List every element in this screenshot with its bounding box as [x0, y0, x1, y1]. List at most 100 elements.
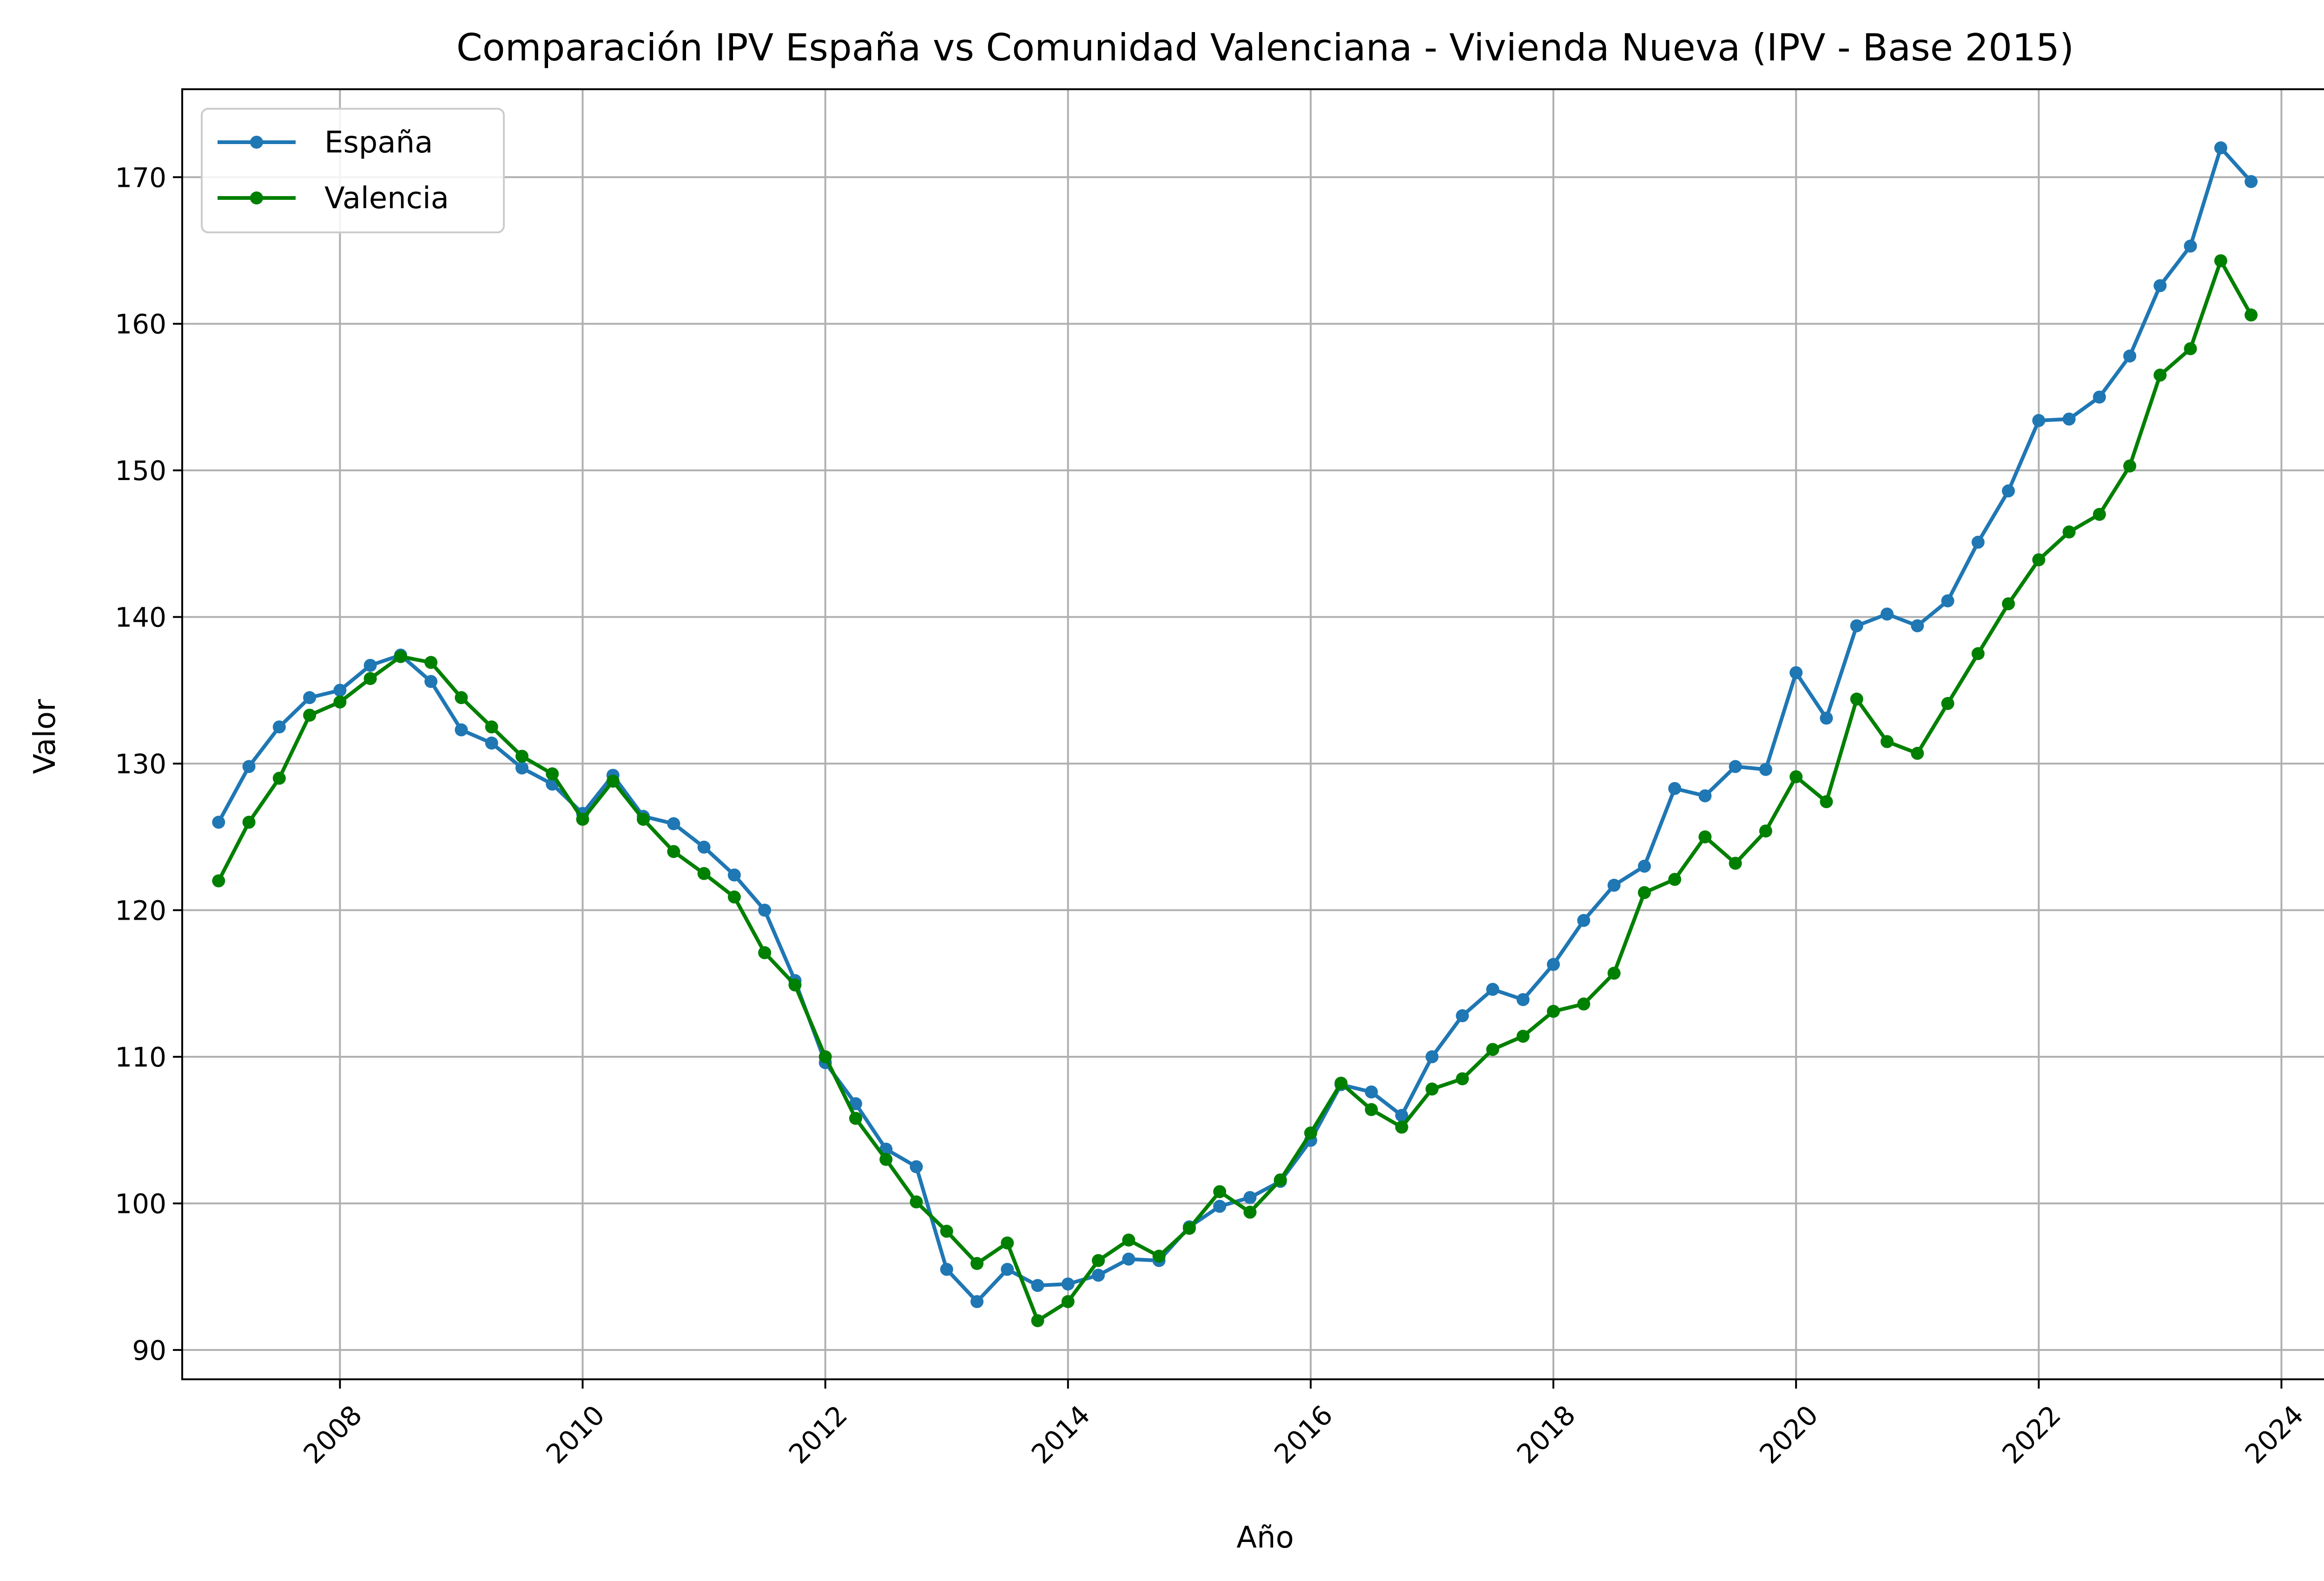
data-point — [1698, 789, 1712, 803]
legend-box — [201, 108, 505, 233]
data-point — [1547, 958, 1560, 971]
y-tick-label: 170 — [115, 162, 166, 193]
data-point — [910, 1195, 923, 1209]
data-point — [849, 1097, 862, 1110]
y-tick-label: 120 — [115, 895, 166, 927]
data-point — [758, 903, 772, 917]
data-point — [2123, 349, 2137, 363]
y-axis: 90 100 110 120 130 140 150 160 170 — [115, 162, 182, 1366]
data-point — [1031, 1279, 1044, 1292]
data-point — [1061, 1277, 1075, 1291]
grid-lines — [182, 89, 2324, 1379]
data-point — [697, 840, 711, 854]
data-point — [1850, 619, 1863, 632]
data-point — [2184, 239, 2197, 253]
data-point — [2062, 412, 2076, 426]
data-point — [1911, 747, 1924, 760]
data-point — [1334, 1076, 1348, 1090]
data-point — [515, 761, 528, 775]
data-point — [2093, 507, 2106, 521]
data-point — [1425, 1082, 1439, 1096]
series-espana — [212, 141, 2258, 1308]
data-point — [1637, 886, 1651, 899]
data-point — [940, 1225, 953, 1238]
data-point — [819, 1050, 832, 1063]
data-point — [576, 812, 589, 826]
data-point — [2214, 141, 2227, 155]
legend-marker — [250, 136, 263, 149]
data-point — [1274, 1173, 1287, 1186]
data-point — [1031, 1314, 1044, 1327]
data-point — [333, 684, 347, 697]
data-point — [1577, 914, 1591, 927]
data-point — [637, 812, 650, 826]
data-point — [424, 675, 438, 688]
data-point — [727, 890, 741, 904]
data-point — [606, 774, 620, 788]
data-point — [394, 650, 407, 663]
data-point — [1850, 692, 1863, 706]
data-point — [1820, 711, 1833, 725]
data-point — [1789, 770, 1803, 784]
data-point — [1365, 1085, 1378, 1099]
data-point — [424, 656, 438, 669]
data-point — [272, 720, 286, 734]
data-point — [1213, 1185, 1227, 1199]
y-axis-label: Valor — [28, 699, 62, 774]
data-point — [1698, 830, 1712, 843]
data-point — [1425, 1050, 1439, 1063]
data-point — [485, 720, 498, 734]
data-point — [242, 816, 256, 829]
data-point — [546, 767, 559, 781]
data-point — [910, 1160, 923, 1173]
data-point — [1092, 1254, 1105, 1267]
data-point — [2062, 525, 2076, 539]
data-point — [1516, 1029, 1530, 1043]
legend-label: España — [324, 125, 433, 160]
data-point — [849, 1112, 862, 1125]
data-point — [1486, 982, 1499, 996]
data-point — [1061, 1295, 1075, 1308]
data-point — [303, 708, 317, 722]
chart-title: Comparación IPV España vs Comunidad Vale… — [456, 26, 2074, 69]
y-tick-label: 130 — [115, 748, 166, 780]
data-point — [1456, 1072, 1469, 1086]
data-point — [1395, 1120, 1408, 1134]
data-point — [2032, 553, 2046, 567]
data-point — [1668, 873, 1682, 886]
data-point — [1213, 1199, 1227, 1213]
data-point — [2245, 308, 2258, 322]
data-point — [303, 691, 317, 705]
y-tick-label: 110 — [115, 1041, 166, 1073]
data-point — [940, 1263, 953, 1276]
data-point — [1456, 1009, 1469, 1022]
legend-label: Valencia — [324, 181, 449, 216]
data-point — [1516, 993, 1530, 1006]
data-point — [1668, 782, 1682, 795]
data-point — [1880, 607, 1894, 621]
data-point — [1122, 1252, 1136, 1266]
data-point — [727, 868, 741, 882]
series-valencia — [212, 254, 2258, 1327]
data-point — [667, 817, 680, 830]
data-point — [758, 946, 772, 960]
x-axis-label: Año — [1236, 1521, 1294, 1555]
data-point — [242, 760, 256, 773]
data-point — [2153, 369, 2167, 382]
data-point — [970, 1295, 984, 1308]
data-point — [1243, 1191, 1257, 1204]
legend-marker — [250, 191, 263, 204]
data-point — [212, 816, 225, 829]
data-point — [1729, 856, 1742, 870]
data-point — [272, 771, 286, 785]
data-point — [2093, 390, 2106, 404]
data-point — [667, 845, 680, 858]
data-point — [1001, 1263, 1014, 1276]
series-layer — [212, 141, 2258, 1327]
data-point — [1577, 997, 1591, 1011]
data-point — [1365, 1103, 1378, 1116]
data-point — [1637, 859, 1651, 873]
y-tick-label: 150 — [115, 455, 166, 487]
